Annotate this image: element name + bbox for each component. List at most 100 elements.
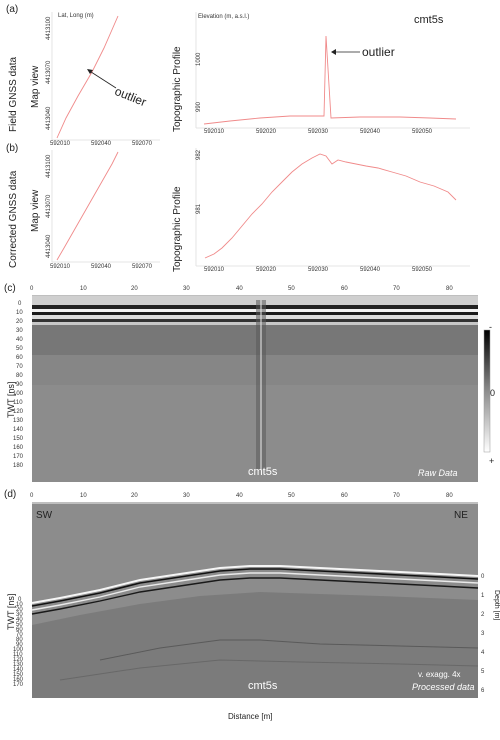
panel-c-ytick: 100 [13, 391, 24, 397]
panel-c-letter: (c) [4, 283, 16, 294]
panel-c-ytick: 60 [16, 355, 23, 361]
panel-d-depth-title: Depth [m] [493, 590, 500, 621]
panel-b-map-xtick-2: 592070 [132, 264, 153, 270]
panel-c-ytick: 180 [13, 463, 24, 469]
panel-c-ytick: 110 [13, 400, 23, 406]
panel-d-left-direction: SW [36, 510, 53, 521]
panel-c-scale-mid: 0 [490, 388, 496, 398]
panel-d-ytick: 80 [16, 637, 23, 643]
panel-c-xtick-6: 60 [341, 286, 348, 292]
panel-a-outlier-arrow [87, 69, 117, 89]
panel-c-colorbar [483, 329, 491, 453]
panel-d-depth-tick: 5 [481, 669, 485, 675]
panel-d-ytick: 50 [16, 622, 23, 628]
panel-b-letter: (b) [6, 143, 19, 154]
panel-d-ytick: 160 [13, 677, 24, 683]
panel-d-site-label: cmt5s [248, 680, 278, 692]
panel-d-ytick: 90 [16, 642, 23, 648]
panel-d-xtick-3: 30 [183, 493, 190, 499]
panel-d-ytick: 0 [18, 597, 22, 603]
panel-d-ytick: 150 [13, 672, 24, 678]
panel-c-ytick: 170 [13, 454, 24, 460]
panel-d-ytick: 170 [13, 682, 24, 688]
panel-d-ytick: 130 [13, 662, 24, 668]
panel-c-ytick: 90 [16, 382, 23, 388]
panel-c-ytick: 40 [16, 337, 23, 343]
panel-a-topo-xtick-2: 592030 [308, 129, 329, 135]
panel-b-map-label: Map view [30, 189, 41, 232]
panel-d-depth-tick: 0 [481, 574, 485, 580]
panel-c-scale-bottom: + [489, 456, 495, 466]
panel-b-topo-xtick-0: 592010 [204, 267, 225, 273]
panel-c-caption: Raw Data [418, 468, 458, 478]
panel-b-topo-ytick-1: 981 [196, 203, 202, 214]
panel-a-topo-xtick-4: 592050 [412, 129, 433, 135]
panel-d-ytick: 20 [16, 607, 23, 613]
panel-d-exaggeration: v. exagg. 4x [418, 670, 461, 679]
panel-d-xtick-5: 50 [288, 493, 295, 499]
panel-a-map-xtick-2: 592070 [132, 141, 153, 147]
panel-d-ytick: 110 [13, 652, 23, 658]
panel-d-ytick: 10 [16, 602, 23, 608]
panel-c-xtick-2: 20 [131, 286, 138, 292]
panel-c-xtick-3: 30 [183, 286, 190, 292]
panel-b-row-label: Corrected GNSS data [8, 170, 19, 268]
panel-d-xtick-1: 10 [80, 493, 87, 499]
panel-a-map-ytick-1: 4413070 [46, 60, 52, 84]
panel-b-topo-xtick-3: 592040 [360, 267, 381, 273]
panel-b-topo-xtick-1: 592020 [256, 267, 277, 273]
panel-c-site-label: cmt5s [248, 466, 278, 478]
panel-b-topo-xtick-4: 592050 [412, 267, 433, 273]
panel-c-ytick: 20 [16, 319, 23, 325]
panel-b-topo-xtick-2: 592030 [308, 267, 329, 273]
panel-a-topo-xtick-3: 592040 [360, 129, 381, 135]
panel-d-xtick-0: 0 [30, 493, 34, 499]
panel-a-map-track [56, 15, 119, 139]
panel-c-scale-top: - [489, 322, 492, 332]
panel-c-ytick: 10 [16, 310, 23, 316]
panel-c-ytick: 140 [13, 427, 24, 433]
panel-d-ytick: 60 [16, 627, 23, 633]
panel-c-xtick-1: 10 [80, 286, 87, 292]
panel-a-map-plot [51, 12, 160, 141]
panel-d-right-direction: NE [454, 510, 468, 521]
panel-d-y-title: TWT [ns] [6, 593, 16, 630]
panel-b-topo-track [204, 153, 457, 259]
panel-b-map-ytick-1: 4413070 [46, 194, 52, 218]
panel-c-ytick: 70 [16, 364, 23, 370]
panel-d-depth-tick: 2 [481, 612, 485, 618]
panel-a-topo-axis-title: Elevation (m, a.s.l.) [198, 14, 250, 20]
panel-d-depth-tick: 1 [481, 593, 485, 599]
panel-d-xtick-7: 70 [393, 493, 400, 499]
panel-b-map-track [56, 151, 119, 261]
panel-c-ytick: 150 [13, 436, 24, 442]
panel-d-ytick: 120 [13, 657, 24, 663]
panel-d-xtick-8: 80 [446, 493, 453, 499]
panel-d-xtick-6: 60 [341, 493, 348, 499]
panel-a-site-label: cmt5s [414, 14, 444, 26]
panel-c-ytick: 0 [18, 301, 22, 307]
panel-d-ytick: 70 [16, 632, 23, 638]
panel-a-map-axis-title: Lat, Long (m) [58, 13, 94, 19]
panel-d-ytick: 140 [13, 667, 24, 673]
panel-d-radar [31, 502, 479, 698]
panel-a-topo-ytick-0: 1000 [196, 52, 202, 66]
panel-b-map-xtick-0: 592010 [50, 264, 71, 270]
panel-d-depth-tick: 6 [481, 688, 485, 694]
panel-b-map-ytick-0: 4413100 [46, 154, 52, 178]
panel-a-letter: (a) [6, 4, 19, 15]
panel-d-caption: Processed data [412, 682, 475, 692]
panel-d-x-title: Distance [m] [228, 712, 273, 721]
panel-a-map-xtick-1: 592040 [91, 141, 112, 147]
panel-c-xtick-4: 40 [236, 286, 243, 292]
panel-a-topo-xtick-0: 592010 [204, 129, 225, 135]
panel-a-topo-outlier-label: outlier [362, 45, 395, 59]
panel-a-map-ytick-2: 4413040 [46, 106, 52, 130]
panel-c-xtick-8: 80 [446, 286, 453, 292]
panel-a-topo-xtick-1: 592020 [256, 129, 277, 135]
panel-b-map-plot [51, 150, 160, 263]
panel-c-ytick: 120 [13, 409, 24, 415]
panel-c-ytick: 30 [16, 328, 23, 334]
panel-a-map-ytick-0: 4413100 [46, 16, 52, 40]
